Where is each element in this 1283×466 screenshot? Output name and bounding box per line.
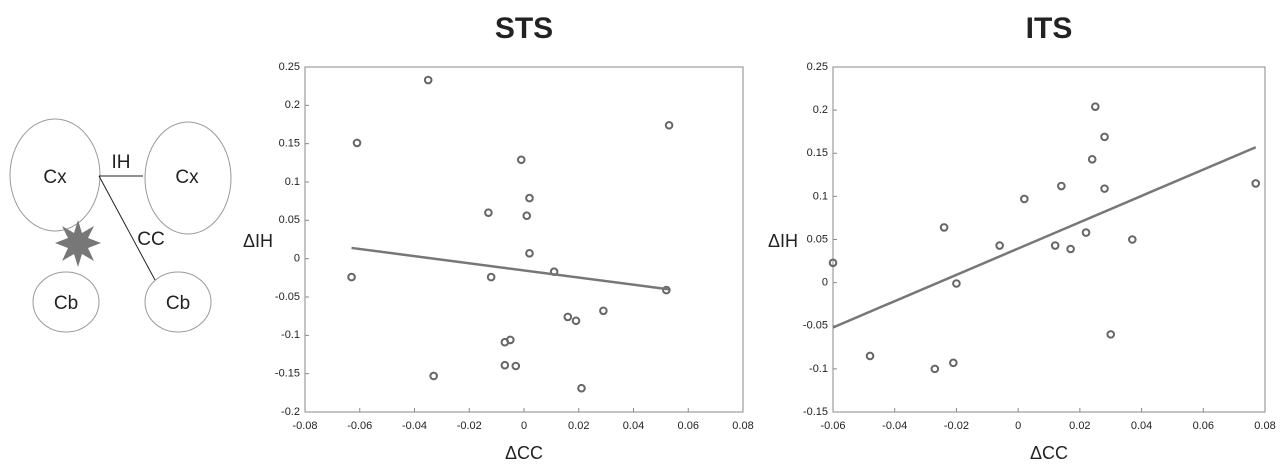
fit-line bbox=[351, 246, 670, 291]
point bbox=[522, 211, 532, 221]
point bbox=[347, 272, 356, 282]
y-tick-label: -0.15 bbox=[803, 406, 828, 418]
diagram bbox=[9, 118, 232, 333]
y-tick-label: -0.05 bbox=[803, 320, 828, 332]
x-tick-label: -0.02 bbox=[944, 420, 969, 432]
y-tick-label: 0.2 bbox=[285, 99, 300, 111]
point bbox=[352, 138, 362, 148]
point bbox=[429, 371, 438, 381]
x-tick-label: 0.06 bbox=[678, 420, 699, 432]
y-tick-label: 0.25 bbox=[279, 61, 300, 73]
x-axis-label: ΔCC bbox=[1030, 443, 1068, 463]
point bbox=[1057, 181, 1066, 191]
x-tick-label: -0.04 bbox=[402, 420, 427, 432]
point bbox=[486, 272, 496, 282]
point bbox=[1050, 241, 1060, 250]
chart-title: STS bbox=[495, 12, 553, 45]
x-tick-label: 0.02 bbox=[568, 420, 589, 432]
point bbox=[484, 208, 493, 217]
point bbox=[599, 306, 608, 316]
chart-title: ITS bbox=[1026, 12, 1073, 45]
x-tick-label: 0.02 bbox=[1069, 420, 1090, 432]
point bbox=[1081, 228, 1091, 237]
point bbox=[1251, 179, 1261, 188]
cerebellum-right bbox=[144, 271, 212, 333]
x-tick-label: 0 bbox=[1015, 420, 1021, 432]
x-tick-label: -0.06 bbox=[347, 420, 372, 432]
cc-line bbox=[98, 175, 156, 281]
cortex-right bbox=[144, 121, 232, 235]
point bbox=[525, 249, 534, 258]
point bbox=[952, 279, 961, 288]
point bbox=[500, 360, 510, 370]
point bbox=[1066, 244, 1075, 254]
cortex-left bbox=[9, 118, 101, 232]
lesion-star bbox=[55, 220, 101, 267]
point bbox=[1090, 102, 1100, 111]
x-tick-label: -0.02 bbox=[457, 420, 482, 432]
y-tick-label: -0.1 bbox=[809, 363, 828, 375]
y-axis-label: ΔIH bbox=[768, 231, 798, 251]
point bbox=[563, 312, 573, 322]
y-tick-label: -0.15 bbox=[275, 368, 300, 380]
diagram-label: CC bbox=[137, 229, 164, 250]
y-tick-label: -0.05 bbox=[275, 291, 300, 303]
point bbox=[1100, 132, 1109, 142]
y-tick-label: 0 bbox=[822, 277, 828, 289]
point bbox=[664, 120, 674, 130]
point bbox=[828, 258, 838, 268]
x-axis-label: ΔCC bbox=[505, 443, 543, 463]
x-tick-label: 0 bbox=[521, 420, 527, 432]
diagram-label: Cb bbox=[54, 293, 78, 314]
diagram-label: IH bbox=[112, 152, 131, 173]
x-tick-label: -0.04 bbox=[882, 420, 907, 432]
y-tick-label: 0.05 bbox=[807, 233, 828, 245]
point bbox=[1106, 330, 1116, 339]
plot-frame bbox=[832, 66, 1266, 413]
diagram-label: Cb bbox=[166, 293, 190, 314]
plot-frame bbox=[304, 66, 744, 413]
diagram-label: Cx bbox=[43, 167, 67, 188]
point bbox=[939, 223, 949, 232]
y-tick-label: 0.1 bbox=[285, 176, 300, 188]
point bbox=[865, 351, 875, 361]
fit-line bbox=[832, 146, 1257, 329]
point bbox=[516, 155, 526, 165]
point bbox=[525, 193, 534, 203]
point bbox=[1128, 235, 1137, 244]
x-tick-label: 0.04 bbox=[1131, 420, 1152, 432]
x-tick-label: 0.06 bbox=[1193, 420, 1214, 432]
point bbox=[1087, 154, 1097, 164]
point bbox=[500, 337, 510, 347]
point bbox=[930, 364, 940, 374]
point bbox=[577, 383, 586, 393]
point bbox=[1020, 194, 1029, 204]
point bbox=[423, 75, 433, 85]
point bbox=[662, 285, 671, 295]
y-tick-label: 0 bbox=[294, 253, 300, 265]
diagram-label: Cx bbox=[175, 167, 199, 188]
y-tick-label: 0.2 bbox=[813, 104, 828, 116]
y-tick-label: 0.1 bbox=[813, 190, 828, 202]
x-tick-label: 0.04 bbox=[623, 420, 644, 432]
point bbox=[571, 316, 581, 326]
y-axis-label: ΔIH bbox=[243, 231, 273, 251]
point bbox=[995, 241, 1004, 250]
y-tick-label: -0.1 bbox=[281, 329, 300, 341]
point bbox=[1100, 184, 1109, 193]
point bbox=[949, 358, 958, 368]
y-tick-label: 0.25 bbox=[807, 61, 828, 73]
x-tick-label: 0.08 bbox=[732, 420, 753, 432]
point bbox=[511, 361, 521, 371]
y-tick-label: 0.05 bbox=[279, 214, 300, 226]
x-tick-label: -0.06 bbox=[820, 420, 845, 432]
y-tick-label: -0.2 bbox=[281, 406, 300, 418]
y-tick-label: 0.15 bbox=[807, 147, 828, 159]
y-tick-label: 0.15 bbox=[279, 138, 300, 150]
x-tick-label: -0.08 bbox=[292, 420, 317, 432]
x-tick-label: 0.08 bbox=[1254, 420, 1275, 432]
cerebellum-left bbox=[32, 271, 100, 333]
